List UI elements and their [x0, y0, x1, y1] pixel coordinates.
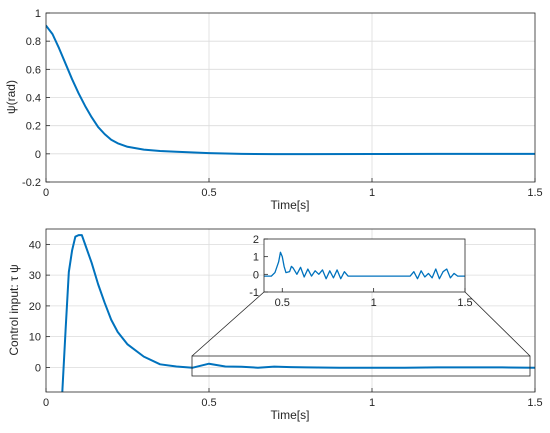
inset-x-ticks: 0.5 1 1.5	[275, 288, 473, 309]
bottom-y-tick-label: 30	[29, 270, 41, 282]
bottom-x-tick-label: 0	[43, 397, 49, 409]
inset-line-layer	[264, 251, 465, 280]
bottom-line-layer	[61, 234, 535, 392]
bottom-y-tick-label: 10	[29, 332, 41, 344]
inset-y-tick-label: 1	[253, 252, 259, 264]
top-chart-panel: -0.200.20.40.60.81 0 0.5 1 1.5 Time[s] ψ(ra…	[4, 8, 543, 212]
bottom-y-ticks: 0 10 20 30 40	[29, 239, 50, 374]
inset-y-tick-label: 0	[253, 269, 259, 281]
bottom-x-axis-label: Time[s]	[271, 408, 310, 422]
bottom-y-tick-label: 20	[29, 301, 41, 313]
bottom-y-tick-label: 40	[29, 239, 41, 251]
bottom-plot-frame	[45, 228, 536, 393]
bottom-y-axis-label: Control input: τ ψ	[7, 264, 21, 355]
top-y-ticks: -0.2 0 0.2 0.4 0.6 0.8 1	[22, 8, 50, 189]
inset-plot-area	[264, 239, 465, 292]
bottom-series-line	[61, 234, 535, 392]
top-y-tick-label: -0.2	[22, 177, 41, 189]
top-y-tick-label: 0.8	[26, 36, 41, 48]
inset-plot-frame	[263, 238, 466, 293]
bottom-x-tick-label: 0.5	[201, 397, 216, 409]
inset-series-line	[264, 251, 465, 280]
top-y-tick-label: 0.2	[26, 121, 41, 133]
top-y-tick-label: 0.6	[26, 64, 41, 76]
inset-chart: -1 0 1 2 0.5 1 1.5	[249, 234, 472, 309]
top-y-tick-label: 0	[35, 149, 41, 161]
bottom-x-tick-label: 1	[369, 397, 375, 409]
zoom-connector-left	[191, 291, 265, 357]
top-x-tick-label: 0.5	[201, 187, 216, 199]
top-x-tick-label: 1.5	[527, 187, 542, 199]
inset-x-tick-label: 1	[371, 297, 377, 309]
bottom-x-tick-label: 1.5	[527, 397, 542, 409]
zoom-connector-right	[464, 291, 531, 357]
top-line-layer	[46, 24, 535, 156]
bottom-y-tick-label: 0	[35, 362, 41, 374]
top-x-axis-label: Time[s]	[271, 198, 310, 212]
top-series-line	[46, 24, 535, 156]
top-y-tick-label: 0.4	[26, 93, 41, 105]
inset-x-tick-label: 1.5	[457, 297, 472, 309]
inset-x-tick-label: 0.5	[275, 297, 290, 309]
top-x-tick-label: 1	[369, 187, 375, 199]
inset-y-tick-label: 2	[253, 234, 259, 246]
top-y-axis-label: ψ(rad)	[4, 80, 18, 114]
zoom-region-box	[191, 355, 531, 377]
bottom-x-ticks: 0 0.5 1 1.5	[43, 388, 543, 409]
inset-y-ticks: -1 0 1 2	[249, 234, 268, 299]
inset-y-tick-label: -1	[249, 287, 259, 299]
top-x-ticks: 0 0.5 1 1.5	[43, 178, 543, 199]
top-y-tick-label: 1	[35, 8, 41, 20]
top-x-tick-label: 0	[43, 187, 49, 199]
